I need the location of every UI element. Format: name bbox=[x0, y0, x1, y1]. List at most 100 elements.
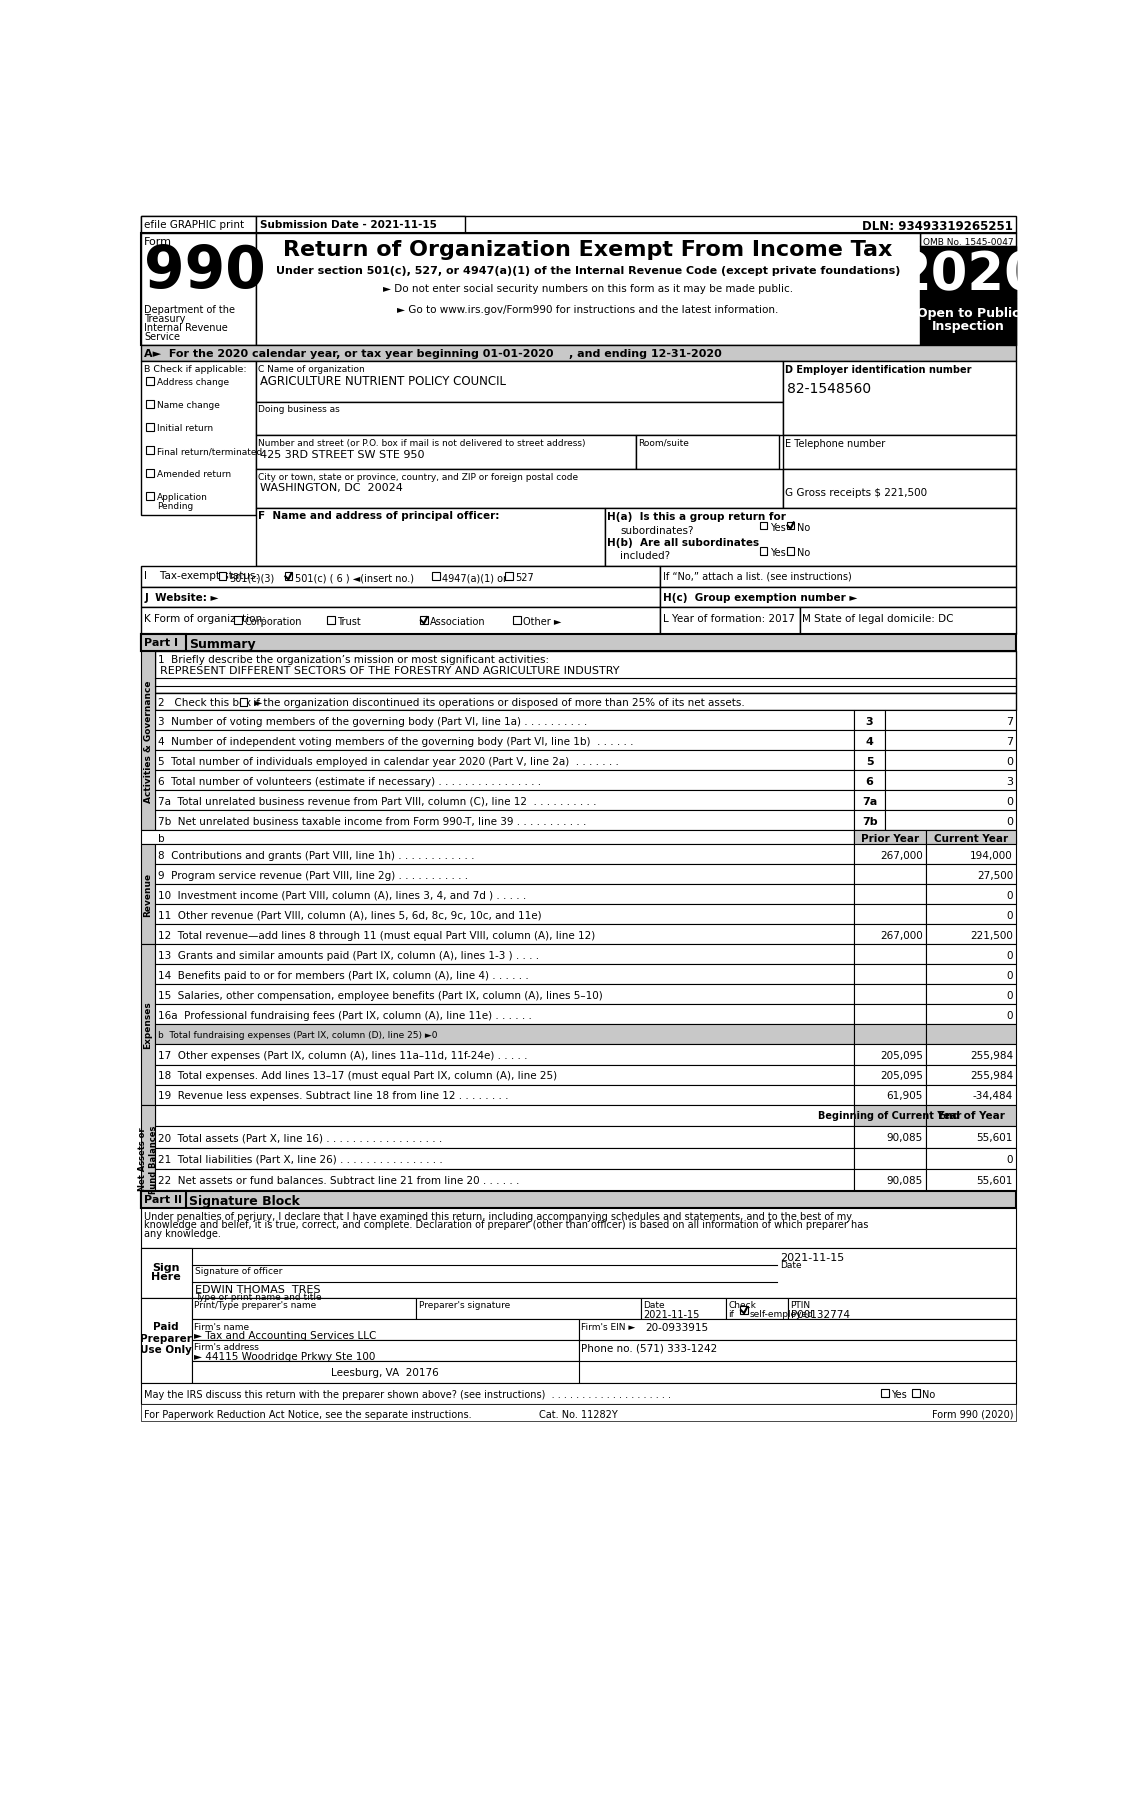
Text: Sign: Sign bbox=[152, 1261, 180, 1272]
Text: 0: 0 bbox=[1006, 911, 1013, 920]
Text: ► Tax and Accounting Services LLC: ► Tax and Accounting Services LLC bbox=[194, 1330, 376, 1341]
Text: WASHINGTON, DC  20024: WASHINGTON, DC 20024 bbox=[260, 482, 403, 493]
Text: Doing business as: Doing business as bbox=[259, 405, 340, 414]
Text: subordinates?: subordinates? bbox=[620, 526, 693, 535]
Bar bbox=[855, 1044, 926, 1064]
Text: Yes: Yes bbox=[891, 1390, 907, 1400]
Bar bbox=[141, 1249, 1016, 1297]
Text: Part II: Part II bbox=[145, 1194, 182, 1203]
Bar bbox=[926, 866, 1016, 885]
Text: 2021-11-15: 2021-11-15 bbox=[780, 1252, 844, 1261]
Text: Preparer's signature: Preparer's signature bbox=[419, 1301, 510, 1310]
Text: Service: Service bbox=[145, 332, 181, 342]
Text: Yes: Yes bbox=[770, 548, 786, 558]
Bar bbox=[926, 965, 1016, 985]
Text: End of Year: End of Year bbox=[938, 1109, 1005, 1120]
Text: 7: 7 bbox=[1006, 716, 1013, 726]
Text: Open to Public: Open to Public bbox=[917, 307, 1019, 320]
Bar bbox=[799, 607, 1016, 634]
Bar bbox=[256, 508, 604, 566]
Text: 8  Contributions and grants (Part VIII, line 1h) . . . . . . . . . . . .: 8 Contributions and grants (Part VIII, l… bbox=[158, 851, 474, 860]
Bar bbox=[141, 1297, 1016, 1382]
Text: 3: 3 bbox=[866, 716, 874, 726]
Bar bbox=[926, 945, 1016, 965]
Text: 11  Other revenue (Part VIII, column (A), lines 5, 6d, 8c, 9c, 10c, and 11e): 11 Other revenue (Part VIII, column (A),… bbox=[158, 911, 542, 920]
Bar bbox=[141, 634, 1016, 652]
Text: 267,000: 267,000 bbox=[881, 851, 924, 860]
Bar bbox=[155, 1126, 855, 1147]
Bar bbox=[855, 831, 926, 846]
Bar bbox=[604, 508, 1016, 566]
Text: 6: 6 bbox=[866, 777, 874, 786]
Text: H(a)  Is this a group return for: H(a) Is this a group return for bbox=[607, 511, 786, 522]
Text: Leesburg, VA  20176: Leesburg, VA 20176 bbox=[332, 1368, 439, 1377]
Bar bbox=[431, 573, 439, 580]
Text: 527: 527 bbox=[516, 573, 534, 584]
Text: 4: 4 bbox=[866, 735, 874, 746]
Text: 14  Benefits paid to or for members (Part IX, column (A), line 4) . . . . . .: 14 Benefits paid to or for members (Part… bbox=[158, 970, 528, 979]
Text: 7b: 7b bbox=[861, 817, 877, 826]
Text: 13  Grants and similar amounts paid (Part IX, column (A), lines 1-3 ) . . . .: 13 Grants and similar amounts paid (Part… bbox=[158, 950, 540, 960]
Bar bbox=[855, 710, 885, 730]
Text: Application: Application bbox=[157, 493, 208, 502]
Bar bbox=[506, 573, 513, 580]
Text: 90,085: 90,085 bbox=[887, 1133, 924, 1142]
Text: I    Tax-exempt status:: I Tax-exempt status: bbox=[145, 571, 260, 580]
Bar bbox=[855, 925, 926, 945]
Bar bbox=[146, 425, 154, 432]
Text: 4947(a)(1) or: 4947(a)(1) or bbox=[441, 573, 507, 584]
Bar bbox=[855, 831, 1016, 846]
Text: May the IRS discuss this return with the preparer shown above? (see instructions: May the IRS discuss this return with the… bbox=[145, 1390, 672, 1399]
Text: 7b  Net unrelated business taxable income from Form 990-T, line 39 . . . . . . .: 7b Net unrelated business taxable income… bbox=[158, 817, 587, 826]
Bar bbox=[141, 587, 660, 607]
Bar bbox=[855, 1084, 926, 1104]
Bar bbox=[155, 965, 855, 985]
Bar bbox=[926, 1025, 1016, 1044]
Text: Treasury: Treasury bbox=[145, 314, 185, 323]
Text: Trust: Trust bbox=[338, 616, 361, 627]
Text: 0: 0 bbox=[1006, 1010, 1013, 1021]
Bar bbox=[146, 493, 154, 501]
Bar bbox=[926, 905, 1016, 925]
Bar bbox=[155, 885, 855, 905]
Bar bbox=[855, 965, 926, 985]
Bar bbox=[155, 752, 855, 772]
Text: 22  Net assets or fund balances. Subtract line 21 from line 20 . . . . . .: 22 Net assets or fund balances. Subtract… bbox=[158, 1176, 519, 1185]
Text: Here: Here bbox=[151, 1270, 181, 1281]
Bar bbox=[155, 791, 855, 811]
Bar bbox=[155, 1147, 855, 1169]
Text: Net Assets or
Fund Balances: Net Assets or Fund Balances bbox=[139, 1124, 158, 1193]
Bar bbox=[192, 1319, 579, 1341]
Text: No: No bbox=[797, 522, 809, 533]
Text: 221,500: 221,500 bbox=[970, 931, 1013, 940]
Text: Final return/terminated: Final return/terminated bbox=[157, 446, 262, 455]
Text: ► 44115 Woodridge Prkwy Ste 100: ► 44115 Woodridge Prkwy Ste 100 bbox=[194, 1352, 375, 1361]
Bar bbox=[855, 985, 926, 1005]
Text: City or town, state or province, country, and ZIP or foreign postal code: City or town, state or province, country… bbox=[259, 472, 578, 481]
Text: 0: 0 bbox=[1006, 970, 1013, 979]
Bar bbox=[926, 1064, 1016, 1084]
Text: Current Year: Current Year bbox=[934, 835, 1008, 844]
Text: Association: Association bbox=[430, 616, 485, 627]
Bar bbox=[926, 1126, 1016, 1147]
Text: 4  Number of independent voting members of the governing body (Part VI, line 1b): 4 Number of independent voting members o… bbox=[158, 735, 633, 746]
Text: Signature Block: Signature Block bbox=[190, 1194, 300, 1207]
Text: ► Do not enter social security numbers on this form as it may be made public.: ► Do not enter social security numbers o… bbox=[383, 284, 793, 295]
Bar bbox=[234, 616, 242, 625]
Bar bbox=[782, 361, 1016, 435]
Text: EDWIN THOMAS  TRES: EDWIN THOMAS TRES bbox=[194, 1285, 321, 1294]
Bar bbox=[912, 1390, 920, 1397]
Text: 1  Briefly describe the organization’s mission or most significant activities:: 1 Briefly describe the organization’s mi… bbox=[158, 654, 550, 665]
Bar bbox=[641, 1297, 726, 1319]
Text: 19  Revenue less expenses. Subtract line 18 from line 12 . . . . . . . .: 19 Revenue less expenses. Subtract line … bbox=[158, 1090, 509, 1100]
Text: b: b bbox=[158, 835, 165, 844]
Text: 425 3RD STREET SW STE 950: 425 3RD STREET SW STE 950 bbox=[260, 450, 425, 459]
Bar bbox=[855, 791, 885, 811]
Bar bbox=[855, 1064, 926, 1084]
Bar bbox=[855, 905, 926, 925]
Bar bbox=[141, 831, 855, 846]
Bar bbox=[141, 361, 256, 517]
Bar bbox=[141, 945, 155, 1104]
Bar bbox=[420, 616, 428, 625]
Text: Print/Type preparer's name: Print/Type preparer's name bbox=[194, 1301, 316, 1310]
